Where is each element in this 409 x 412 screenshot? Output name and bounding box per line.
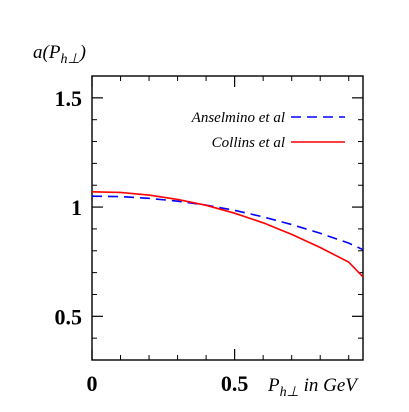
y-tick-label: 1 (71, 195, 82, 220)
x-tick-label: 0 (87, 371, 98, 396)
x-axis-label-suffix: in GeV (299, 375, 359, 396)
y-tick-label: 1.5 (55, 86, 83, 111)
plot-frame (91, 75, 364, 361)
y-axis-label-suffix: ) (79, 42, 86, 63)
legend-label-collins: Collins et al (212, 135, 285, 151)
series-group (91, 190, 364, 278)
y-axis-label-main: a(P (33, 42, 61, 63)
x-axis-label: Ph⊥ in GeV (267, 375, 359, 400)
x-tick-label: 0.5 (221, 371, 249, 396)
x-axis-label-sub: h⊥ (280, 385, 299, 400)
series-line-collins (91, 190, 364, 278)
tick-labels: 0.5 1 1.5 0 0.5 (55, 86, 249, 396)
legend-label-anselmino: Anselmino et al (191, 110, 285, 126)
y-axis-label-sub: h⊥ (60, 52, 79, 67)
x-axis-label-main: P (267, 375, 280, 396)
ticks (91, 75, 363, 361)
y-tick-label: 0.5 (55, 304, 83, 329)
y-axis-label: a(Ph⊥) (33, 42, 86, 67)
series-line-anselmino (91, 195, 364, 251)
legend: Anselmino et al Collins et al (191, 110, 345, 151)
